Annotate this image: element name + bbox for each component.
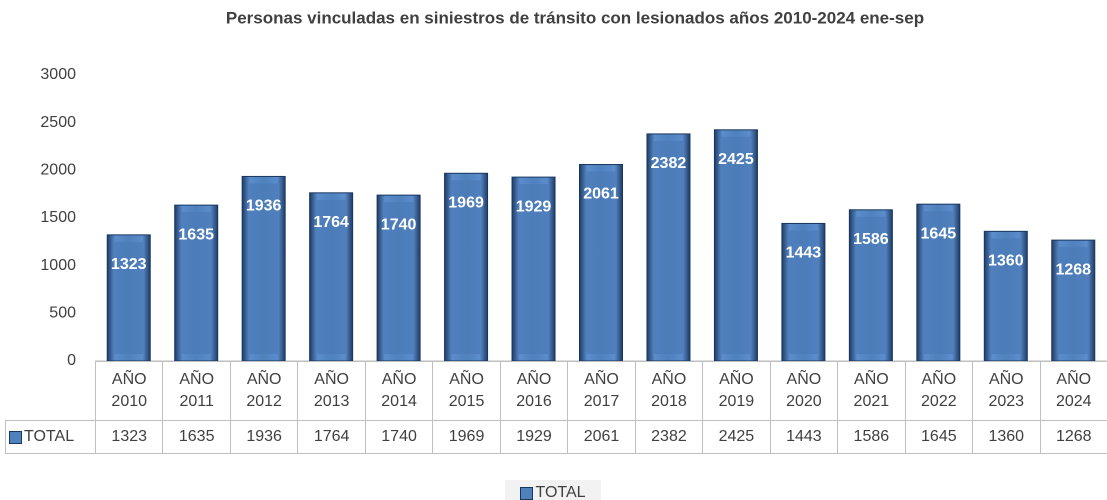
- data-label: 2061: [583, 186, 619, 203]
- data-label: 1635: [178, 226, 214, 243]
- data-label: 1740: [381, 216, 417, 233]
- value-cell: 1936: [229, 420, 299, 454]
- category-cell: AÑO 2024: [1039, 361, 1107, 421]
- category-cell: AÑO 2014: [364, 361, 434, 421]
- y-tick-label: 1000: [40, 257, 76, 274]
- series-name: TOTAL: [24, 428, 75, 445]
- bar-inner: [114, 241, 144, 354]
- category-cell: AÑO 2012: [229, 361, 299, 421]
- y-tick-label: 2000: [40, 162, 76, 179]
- data-label: 1645: [921, 225, 957, 242]
- category-cell: AÑO 2021: [837, 361, 906, 421]
- category-cell: AÑO 2022: [904, 361, 974, 421]
- bar-inner: [1058, 247, 1088, 354]
- category-cell: AÑO 2015: [432, 361, 501, 421]
- category-cell: AÑO 2013: [297, 361, 366, 421]
- category-cell: AÑO 2018: [634, 361, 704, 421]
- value-cell: 2382: [634, 420, 704, 454]
- value-cell: 1635: [162, 420, 231, 454]
- value-cell: 1740: [364, 420, 434, 454]
- data-label: 1764: [313, 214, 349, 231]
- data-label: 1586: [853, 231, 889, 248]
- category-cell: AÑO 2017: [567, 361, 636, 421]
- y-tick-label: 3000: [40, 66, 76, 83]
- data-label: 1323: [111, 256, 147, 273]
- value-cell: 1360: [972, 420, 1041, 454]
- bar-inner: [788, 230, 818, 354]
- y-tick-label: 500: [49, 305, 76, 322]
- legend-key: [9, 430, 22, 444]
- y-tick-label: 0: [67, 352, 76, 369]
- bar-inner: [991, 238, 1021, 354]
- bar-inner: [721, 136, 751, 354]
- data-label: 2425: [718, 151, 754, 168]
- data-label: 2382: [651, 155, 687, 172]
- bar-inner: [451, 180, 481, 354]
- series-header: TOTAL: [5, 420, 96, 454]
- value-cell: 1443: [769, 420, 839, 454]
- bar-inner: [249, 183, 279, 354]
- data-label: 1969: [448, 195, 484, 212]
- bar-inner: [923, 211, 953, 354]
- y-tick-label: 1500: [40, 209, 76, 226]
- legend-key: [520, 486, 534, 500]
- value-cell: 1586: [837, 420, 906, 454]
- value-cell: 2425: [702, 420, 771, 454]
- data-label: 1936: [246, 198, 282, 215]
- category-cell: AÑO 2016: [499, 361, 569, 421]
- value-cell: 1323: [95, 420, 164, 454]
- bar-inner: [586, 171, 616, 354]
- legend-label: TOTAL: [535, 484, 586, 500]
- value-cell: 2061: [567, 420, 636, 454]
- data-label: 1929: [516, 198, 552, 215]
- data-label: 1443: [786, 245, 822, 262]
- value-cell: 1645: [904, 420, 974, 454]
- category-cell: AÑO 2019: [702, 361, 771, 421]
- chart-title: Personas vinculadas en siniestros de trá…: [226, 8, 924, 27]
- category-cell: AÑO 2023: [972, 361, 1041, 421]
- y-tick-label: 2500: [40, 114, 76, 131]
- value-cell: 1969: [432, 420, 501, 454]
- category-cell: AÑO 2010: [95, 361, 164, 421]
- bar-inner: [856, 216, 886, 354]
- data-label: 1268: [1055, 261, 1091, 278]
- bar-inner: [181, 212, 211, 354]
- data-label: 1360: [988, 253, 1024, 270]
- bar-inner: [316, 199, 346, 354]
- bar-inner: [519, 184, 549, 354]
- value-cell: 1268: [1039, 420, 1107, 454]
- category-cell: AÑO 2020: [769, 361, 839, 421]
- value-cell: 1764: [297, 420, 366, 454]
- legend: TOTAL: [505, 480, 601, 500]
- value-cell: 1929: [499, 420, 569, 454]
- bar-inner: [653, 140, 683, 354]
- category-cell: AÑO 2011: [162, 361, 231, 421]
- bar-inner: [384, 202, 414, 354]
